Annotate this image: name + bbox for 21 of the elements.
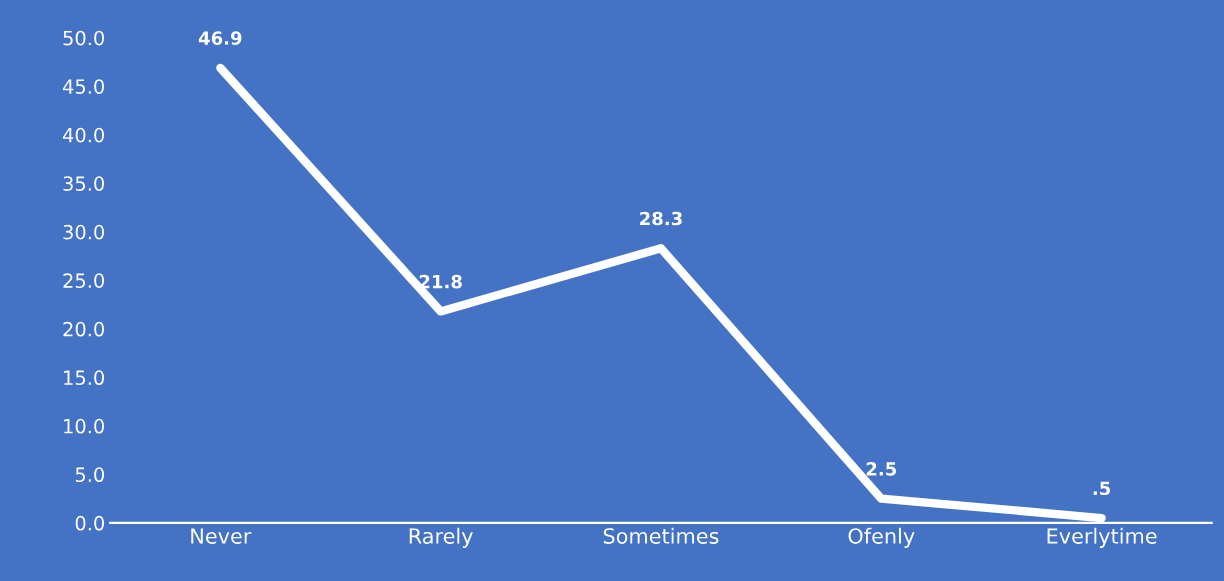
- x-tick-label: Rarely: [409, 527, 473, 548]
- data-label: .5: [1093, 481, 1111, 496]
- y-tick-label: 15.0: [64, 370, 105, 386]
- y-tick-label: 35.0: [63, 176, 105, 191]
- y-tick-label: 40.0: [62, 127, 105, 143]
- y-tick-label: 10.0: [64, 418, 105, 434]
- y-tick-label: 25.0: [63, 273, 105, 288]
- data-label: 2.5: [866, 462, 897, 476]
- y-tick-label: 45.0: [62, 79, 105, 94]
- y-tick-label: 20.0: [63, 321, 105, 337]
- x-tick-label: Sometimes: [603, 527, 719, 544]
- data-label: 28.3: [640, 211, 682, 226]
- y-tick-label: 5.0: [75, 467, 105, 483]
- x-tick-label: Everlytime: [1047, 527, 1157, 548]
- x-tick-label: Ofenly: [848, 527, 915, 548]
- x-tick-label: Never: [191, 528, 252, 544]
- y-tick-label: 0.0: [75, 515, 105, 531]
- y-tick-label: 50.0: [63, 30, 105, 46]
- data-label: 21.8: [419, 274, 462, 289]
- data-label: 46.9: [198, 31, 242, 45]
- y-tick-label: 30.0: [63, 224, 105, 240]
